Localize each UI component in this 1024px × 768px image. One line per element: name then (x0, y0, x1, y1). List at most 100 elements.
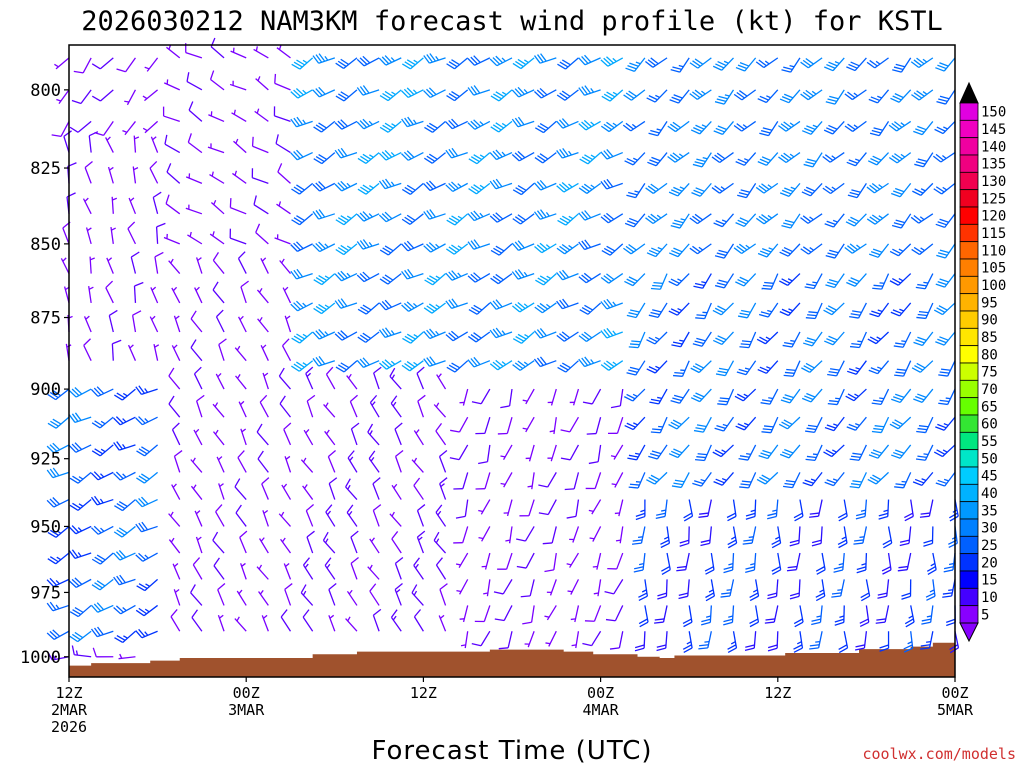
wind-barb (46, 442, 70, 454)
colorbar-label: 110 (981, 243, 1006, 259)
wind-barb (303, 428, 314, 446)
wind-barb (106, 257, 114, 274)
wind-barb (745, 499, 757, 520)
wind-barb (142, 89, 159, 102)
wind-barb (378, 150, 402, 161)
wind-barb (456, 579, 469, 595)
wind-barb (83, 338, 92, 361)
wind-barb (113, 416, 136, 426)
wind-barb (667, 152, 690, 163)
wind-barb (394, 583, 403, 606)
wind-barb (607, 552, 624, 570)
x-tick-label: 12Z (764, 684, 791, 702)
wind-barb (122, 121, 136, 136)
wind-barb (634, 631, 646, 652)
wind-barb (910, 57, 934, 69)
wind-barb (262, 509, 269, 527)
wind-barb (866, 182, 889, 194)
wind-barb (585, 472, 602, 490)
wind-barb (692, 472, 712, 487)
wind-barb (556, 331, 579, 342)
wind-barb (549, 417, 557, 435)
wind-barb (89, 256, 95, 274)
wind-barb (313, 120, 336, 133)
chart-title: 2026030212 NAM3KM forecast wind profile … (81, 6, 943, 37)
wind-barb (446, 89, 469, 102)
wind-barb (711, 152, 734, 164)
colorbar-label: 85 (981, 330, 998, 346)
wind-barb (291, 360, 314, 372)
wind-barb (438, 449, 448, 473)
colorbar-swatch (959, 119, 979, 139)
wind-barb (645, 213, 668, 225)
wind-barb (871, 416, 890, 434)
wind-barb (171, 286, 181, 304)
wind-barb (759, 121, 779, 137)
wind-barb (401, 150, 424, 161)
wind-barb (494, 605, 513, 622)
wind-barb (533, 209, 557, 220)
wind-barb (844, 120, 867, 132)
colorbar-swatch (959, 501, 979, 520)
wind-barb (240, 428, 247, 446)
wind-barb (350, 556, 359, 580)
wind-barb (800, 89, 823, 101)
wind-barb (745, 552, 757, 573)
wind-barb (712, 331, 734, 346)
wind-barb (624, 416, 646, 431)
wind-barb (557, 57, 579, 70)
wind-barb (847, 183, 867, 199)
wind-barb (897, 552, 912, 572)
wind-barb (367, 423, 380, 446)
wind-barb (350, 422, 360, 446)
wind-barb (475, 416, 491, 435)
wind-barb (300, 584, 314, 606)
wind-barb (704, 552, 715, 575)
wind-barb (825, 273, 845, 289)
wind-barb (238, 400, 247, 418)
wind-barb (302, 557, 314, 580)
wind-barb (290, 116, 313, 128)
wind-barb (713, 213, 734, 228)
wind-barb (779, 273, 801, 286)
wind-barb (88, 131, 99, 153)
wind-barb (290, 241, 313, 252)
wind-barb (942, 579, 956, 598)
colorbar-label: 20 (981, 555, 998, 571)
wind-barb (423, 209, 446, 220)
wind-barb (163, 233, 180, 245)
wind-barb (229, 228, 247, 245)
wind-barb (416, 366, 425, 390)
wind-barb (284, 315, 292, 333)
y-tick-label: 875 (30, 309, 61, 329)
wind-barb (668, 182, 690, 197)
wind-barb (435, 504, 447, 527)
wind-barb (679, 526, 690, 547)
wind-barb (868, 444, 890, 459)
wind-barb (276, 201, 291, 215)
wind-barb (116, 57, 136, 73)
colorbar-swatch (959, 137, 979, 156)
wind-barb (193, 428, 203, 446)
wind-barb (534, 120, 557, 134)
wind-barb (650, 273, 668, 290)
colorbar-label: 140 (981, 139, 1006, 155)
wind-barb (113, 471, 136, 481)
wind-barb (133, 281, 144, 303)
wind-barb (209, 231, 225, 245)
wind-barb (936, 243, 956, 259)
wind-barb (445, 298, 468, 310)
wind-barb (849, 331, 867, 349)
wind-barb (68, 577, 92, 588)
wind-barb (891, 182, 912, 198)
wind-barb (646, 471, 668, 485)
y-tick-label: 900 (30, 380, 61, 400)
colorbar-swatch (959, 223, 979, 243)
wind-barb (312, 181, 336, 192)
wind-barb (647, 152, 668, 167)
wind-barb (118, 653, 136, 660)
wind-barb (609, 631, 624, 650)
wind-barb (280, 609, 292, 632)
wind-barb (215, 372, 225, 390)
x-tick-label: 2MAR (51, 701, 88, 719)
